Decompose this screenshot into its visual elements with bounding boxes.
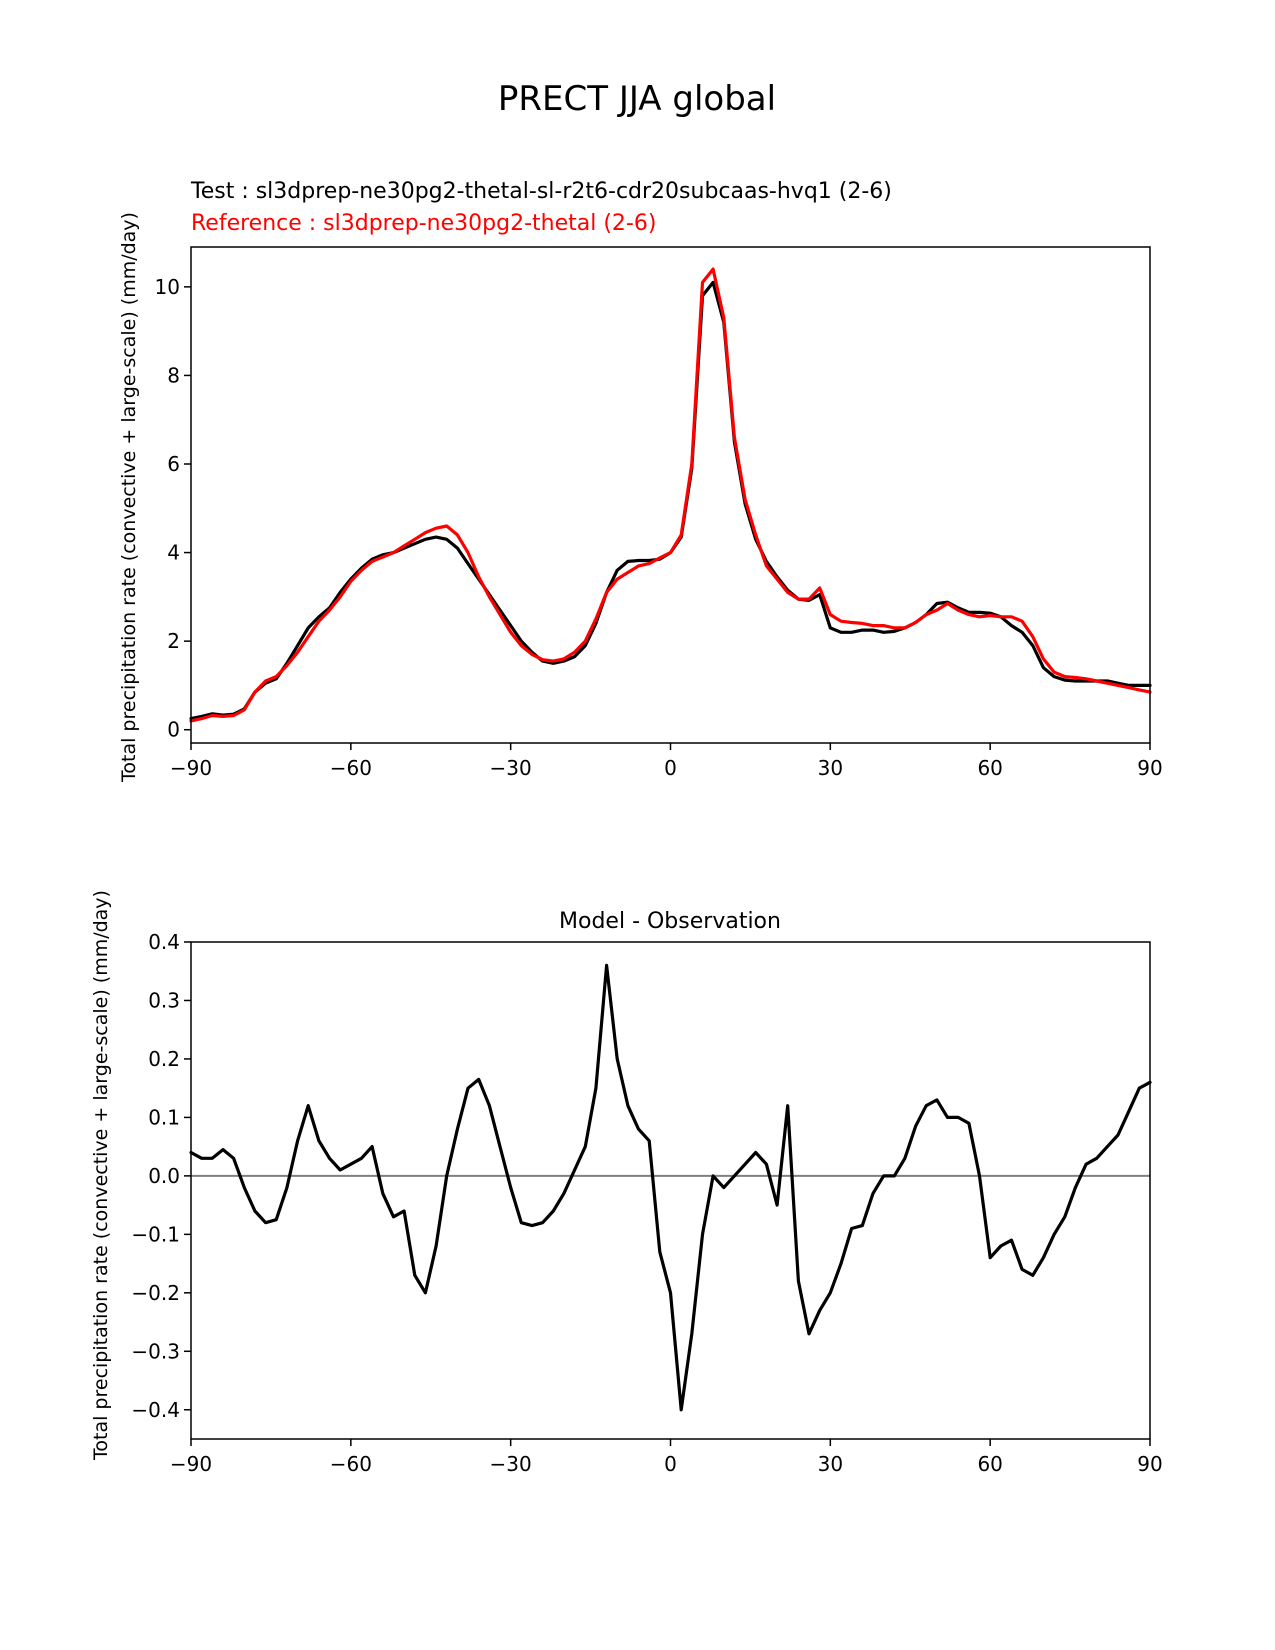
series-line-difference — [189, 963, 1152, 1412]
y-tick-label: −0.3 — [131, 1339, 180, 1363]
bottom-series-group — [189, 963, 1152, 1412]
x-tick-label: −30 — [490, 1452, 532, 1476]
figure-title: PRECT JJA global — [498, 79, 776, 119]
y-tick-label: 0.1 — [148, 1105, 180, 1129]
x-tick-label: −30 — [490, 756, 532, 780]
y-tick-label: −0.1 — [131, 1222, 180, 1246]
x-tick-label: −60 — [330, 756, 372, 780]
top-y-ticks: 0 2 4 6 8 10 — [155, 275, 191, 742]
top-x-ticks: −90 −60 −30 0 30 60 90 — [170, 743, 1163, 780]
top-y-axis-label: Total precipitation rate (convective + l… — [118, 212, 140, 783]
x-tick-label: −90 — [170, 1452, 212, 1476]
bottom-panel: Model - Observation Total precipitation … — [90, 890, 1163, 1476]
y-tick-label: 2 — [167, 629, 180, 653]
top-plot-frame — [190, 246, 1151, 744]
x-tick-label: −90 — [170, 756, 212, 780]
y-tick-label: −0.4 — [131, 1398, 180, 1422]
bottom-plot-frame — [190, 941, 1151, 1440]
bottom-y-ticks: 0.4 0.3 0.2 0.1 0.0 −0.1 −0.2 −0.3 −0.4 — [131, 930, 191, 1422]
y-tick-label: 10 — [155, 275, 180, 299]
y-tick-label: −0.2 — [131, 1281, 180, 1305]
bottom-x-ticks: −90 −60 −30 0 30 60 90 — [170, 1439, 1163, 1476]
x-tick-label: 90 — [1137, 756, 1162, 780]
x-tick-label: 0 — [664, 1452, 677, 1476]
y-tick-label: 0.0 — [148, 1164, 180, 1188]
bottom-y-axis-label: Total precipitation rate (convective + l… — [90, 890, 112, 1461]
y-tick-label: 4 — [167, 541, 180, 565]
series-line-test — [189, 280, 1152, 721]
x-tick-label: 30 — [818, 1452, 843, 1476]
y-tick-label: 6 — [167, 452, 180, 476]
x-tick-label: −60 — [330, 1452, 372, 1476]
x-tick-label: 30 — [818, 756, 843, 780]
test-label: Test : sl3dprep-ne30pg2-thetal-sl-r2t6-c… — [190, 179, 892, 204]
x-tick-label: 60 — [977, 756, 1002, 780]
y-tick-label: 0 — [167, 718, 180, 742]
y-tick-label: 0.2 — [148, 1047, 180, 1071]
difference-title: Model - Observation — [559, 909, 781, 934]
y-tick-label: 0.3 — [148, 988, 180, 1012]
x-tick-label: 90 — [1137, 1452, 1162, 1476]
x-tick-label: 0 — [664, 756, 677, 780]
top-panel: Test : sl3dprep-ne30pg2-thetal-sl-r2t6-c… — [118, 179, 1163, 783]
y-tick-label: 8 — [167, 363, 180, 387]
reference-label: Reference : sl3dprep-ne30pg2-thetal (2-6… — [191, 211, 656, 236]
x-tick-label: 60 — [977, 1452, 1002, 1476]
series-line-reference — [189, 267, 1152, 723]
y-tick-label: 0.4 — [148, 930, 180, 954]
top-series-group — [189, 267, 1152, 723]
